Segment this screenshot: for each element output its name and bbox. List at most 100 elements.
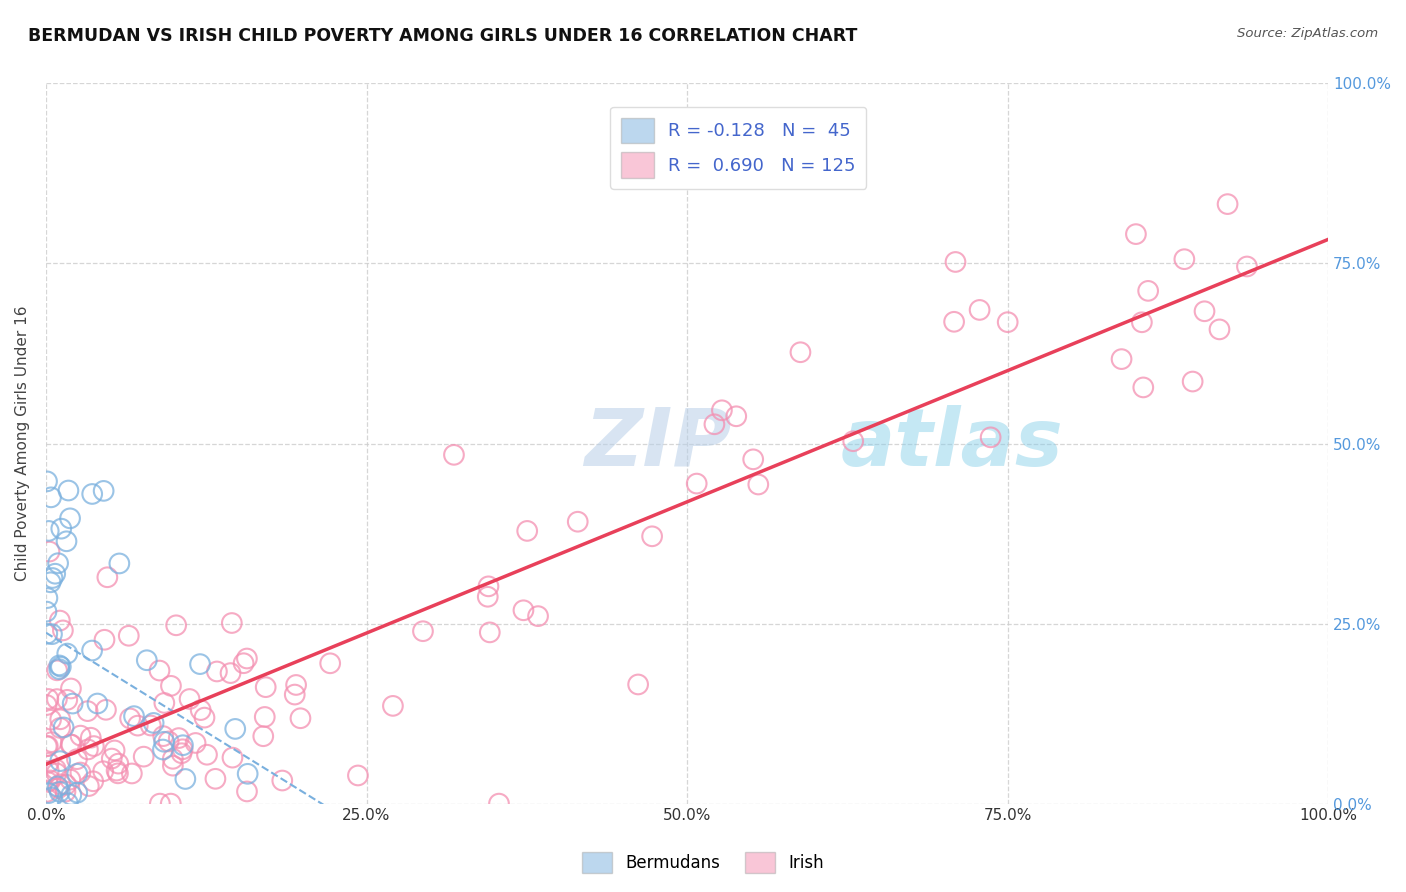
Legend: Bermudans, Irish: Bermudans, Irish <box>575 846 831 880</box>
Point <box>1194 304 1216 318</box>
Point <box>172 738 194 752</box>
Point <box>152 742 174 756</box>
Point <box>188 657 211 672</box>
Point <box>167 731 190 745</box>
Point <box>48 658 70 673</box>
Text: ZIP: ZIP <box>585 405 733 483</box>
Point <box>789 345 811 359</box>
Point <box>710 403 733 417</box>
Point <box>66 752 89 766</box>
Point <box>165 618 187 632</box>
Point <box>37 626 59 640</box>
Point <box>41 571 63 585</box>
Point <box>96 570 118 584</box>
Point <box>39 713 62 727</box>
Point <box>627 677 650 691</box>
Point <box>703 417 725 432</box>
Point <box>139 718 162 732</box>
Point <box>159 797 181 811</box>
Point <box>567 515 589 529</box>
Point <box>381 698 404 713</box>
Point <box>236 784 259 798</box>
Point <box>82 643 104 657</box>
Point <box>842 434 865 449</box>
Point <box>641 529 664 543</box>
Point <box>205 665 228 679</box>
Point <box>59 681 82 696</box>
Point <box>69 765 91 780</box>
Text: Source: ZipAtlas.com: Source: ZipAtlas.com <box>1237 27 1378 40</box>
Point <box>118 629 141 643</box>
Point <box>153 696 176 710</box>
Point <box>162 758 184 772</box>
Point <box>254 680 277 694</box>
Point <box>38 764 60 778</box>
Point <box>224 722 246 736</box>
Point <box>190 703 212 717</box>
Point <box>142 715 165 730</box>
Point <box>122 709 145 723</box>
Point <box>980 430 1002 444</box>
Point <box>105 764 128 778</box>
Point <box>516 524 538 538</box>
Point <box>93 632 115 647</box>
Point <box>236 767 259 781</box>
Point <box>49 721 72 735</box>
Point <box>285 678 308 692</box>
Point <box>46 556 69 570</box>
Point <box>219 666 242 681</box>
Point <box>46 663 69 677</box>
Point <box>945 255 967 269</box>
Point <box>1111 352 1133 367</box>
Point <box>107 756 129 771</box>
Point <box>943 315 966 329</box>
Point <box>290 711 312 725</box>
Point <box>52 720 75 734</box>
Point <box>162 752 184 766</box>
Point <box>127 718 149 732</box>
Point <box>221 615 243 630</box>
Point <box>725 409 748 424</box>
Point <box>104 743 127 757</box>
Point <box>35 785 58 799</box>
Point <box>35 605 58 619</box>
Point <box>93 483 115 498</box>
Point <box>51 522 73 536</box>
Point <box>184 736 207 750</box>
Point <box>1132 380 1154 394</box>
Text: atlas: atlas <box>841 405 1064 483</box>
Point <box>148 664 170 678</box>
Y-axis label: Child Poverty Among Girls Under 16: Child Poverty Among Girls Under 16 <box>15 306 30 582</box>
Point <box>49 614 72 628</box>
Point <box>1125 227 1147 241</box>
Point <box>172 742 194 756</box>
Point <box>82 487 104 501</box>
Point <box>59 738 82 752</box>
Point <box>1181 375 1204 389</box>
Point <box>1137 284 1160 298</box>
Point <box>252 729 274 743</box>
Point <box>443 448 465 462</box>
Point <box>512 603 534 617</box>
Point <box>52 624 75 638</box>
Point <box>48 662 70 676</box>
Point <box>747 477 769 491</box>
Point <box>477 579 499 593</box>
Point <box>94 703 117 717</box>
Point <box>49 777 72 791</box>
Point <box>157 734 180 748</box>
Point <box>319 657 342 671</box>
Point <box>55 534 77 549</box>
Point <box>46 780 69 794</box>
Point <box>60 788 83 802</box>
Point <box>56 647 79 661</box>
Point <box>100 751 122 765</box>
Point <box>39 773 62 788</box>
Point <box>1130 315 1153 329</box>
Point <box>153 735 176 749</box>
Point <box>58 483 80 498</box>
Point <box>82 774 104 789</box>
Point <box>347 768 370 782</box>
Point <box>41 735 63 749</box>
Point <box>60 738 83 752</box>
